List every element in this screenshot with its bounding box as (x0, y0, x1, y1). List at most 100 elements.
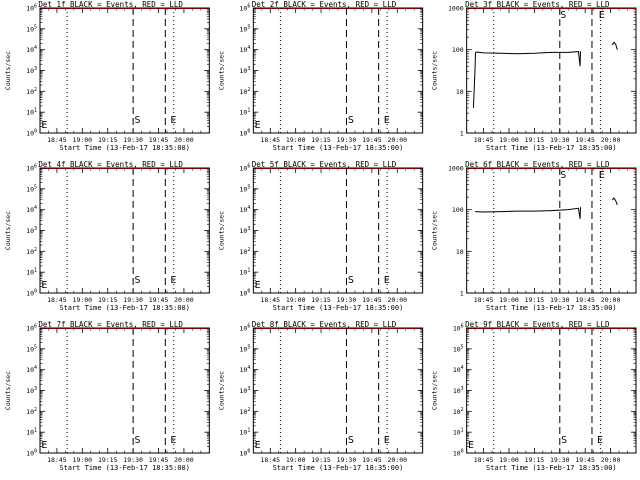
y-tick-label: 103 (239, 226, 250, 235)
x-tick-label: 20:00 (601, 136, 621, 144)
x-axis-label: Start Time (13-Feb-17 18:35:00) (59, 464, 190, 472)
x-tick-label: 19:45 (149, 296, 169, 304)
x-tick-label: 19:45 (362, 456, 382, 464)
y-axis-label: Counts/sec (431, 211, 439, 250)
plot-box (466, 167, 637, 294)
x-tick-label: 19:45 (362, 136, 382, 144)
x-tick-label: 18:45 (47, 136, 67, 144)
y-tick-label: 102 (26, 247, 37, 256)
x-tick-label: 20:00 (387, 456, 407, 464)
y-tick-label: 104 (453, 365, 464, 374)
x-tick-label: 20:00 (601, 296, 621, 304)
y-tick-label: 102 (453, 407, 464, 416)
y-tick-label: 101 (26, 268, 37, 277)
y-tick-label: 103 (26, 66, 37, 75)
y-tick-label: 10 (456, 248, 464, 256)
y-tick-label: 105 (26, 184, 37, 193)
y-tick-label: 101 (239, 428, 250, 437)
y-tick-label: 106 (26, 324, 37, 333)
x-tick-label: 19:15 (98, 456, 118, 464)
y-tick-label: 104 (26, 365, 37, 374)
marker-e2: E (170, 115, 176, 126)
y-tick-label: 105 (26, 24, 37, 33)
marker-e2: E (384, 275, 390, 286)
y-tick-label: 103 (26, 226, 37, 235)
x-tick-label: 19:30 (550, 456, 570, 464)
detector-panel-3: Det 3f BLACK = Events, RED = LLD 1 10 100 10… (431, 0, 637, 152)
x-tick-label: 19:30 (550, 296, 570, 304)
detector-panel-8: Det 8f BLACK = Events, RED = LLD 100 101 10… (217, 320, 424, 472)
x-tick-label: 19:15 (98, 136, 118, 144)
panel-title: Det 5f BLACK = Events, RED = LLD (252, 160, 397, 169)
marker-e1: E (255, 120, 261, 131)
y-tick-label: 104 (239, 45, 250, 54)
panel-title: Det 9f BLACK = Events, RED = LLD (465, 320, 610, 329)
x-tick-label: 19:15 (525, 296, 545, 304)
panel-title: Det 4f BLACK = Events, RED = LLD (38, 160, 183, 169)
events-series-segment (611, 41, 618, 50)
y-tick-label: 101 (239, 268, 250, 277)
x-tick-label: 19:30 (123, 296, 143, 304)
x-tick-label: 19:45 (362, 296, 382, 304)
x-tick-label: 19:00 (73, 136, 93, 144)
y-tick-label: 102 (239, 87, 250, 96)
x-tick-label: 19:15 (525, 136, 545, 144)
x-tick-label: 19:45 (149, 456, 169, 464)
y-tick-label: 104 (239, 365, 250, 374)
y-tick-label: 104 (26, 205, 37, 214)
x-tick-label: 19:30 (123, 136, 143, 144)
x-tick-label: 18:45 (474, 296, 494, 304)
detector-panel-5: Det 5f BLACK = Events, RED = LLD 100 101 10… (217, 160, 424, 312)
detector-panel-6: Det 6f BLACK = Events, RED = LLD 1 10 100 10… (431, 160, 637, 312)
y-tick-label: 100 (453, 449, 464, 458)
x-tick-label: 20:00 (174, 296, 194, 304)
y-tick-label: 100 (452, 46, 464, 54)
x-tick-label: 19:30 (337, 456, 357, 464)
y-tick-label: 100 (452, 206, 464, 214)
x-tick-label: 19:00 (286, 456, 306, 464)
y-tick-label: 101 (453, 428, 464, 437)
x-tick-label: 18:45 (47, 456, 67, 464)
y-tick-label: 101 (26, 108, 37, 117)
x-axis-label: Start Time (13-Feb-17 18:35:00) (59, 304, 190, 312)
x-axis-label: Start Time (13-Feb-17 18:35:00) (486, 304, 617, 312)
marker-e1: E (255, 280, 261, 291)
marker-e1: E (468, 440, 474, 451)
y-tick-label: 102 (26, 407, 37, 416)
x-tick-label: 19:00 (73, 296, 93, 304)
marker-s: S (134, 115, 140, 126)
y-tick-label: 105 (239, 184, 250, 193)
x-tick-label: 19:15 (311, 136, 331, 144)
y-axis-label: Counts/sec (217, 51, 225, 90)
x-tick-label: 19:45 (575, 296, 595, 304)
x-tick-label: 19:00 (286, 296, 306, 304)
y-tick-label: 105 (239, 24, 250, 33)
marker-e2: E (384, 115, 390, 126)
detector-panel-2: Det 2f BLACK = Events, RED = LLD 100 101 10… (217, 0, 424, 152)
y-tick-label: 105 (453, 344, 464, 353)
plot-box (252, 167, 424, 294)
x-tick-label: 19:00 (499, 296, 519, 304)
marker-e2: E (599, 10, 605, 21)
x-tick-label: 19:30 (123, 456, 143, 464)
y-axis-label: Counts/sec (217, 211, 225, 250)
y-tick-label: 103 (239, 66, 250, 75)
events-series-segment (472, 51, 581, 108)
marker-e1: E (255, 440, 261, 451)
y-tick-label: 106 (26, 164, 37, 173)
y-tick-label: 1000 (448, 5, 464, 13)
y-tick-label: 102 (239, 247, 250, 256)
y-tick-label: 101 (26, 428, 37, 437)
x-tick-label: 19:00 (499, 456, 519, 464)
x-tick-label: 18:45 (260, 296, 280, 304)
plot-box (39, 167, 210, 294)
x-tick-label: 18:45 (260, 136, 280, 144)
panel-title: Det 1f BLACK = Events, RED = LLD (38, 0, 183, 9)
y-axis-label: Counts/sec (4, 51, 12, 90)
marker-s: S (561, 435, 567, 446)
x-tick-label: 19:15 (311, 456, 331, 464)
marker-s: S (348, 435, 354, 446)
x-tick-label: 19:30 (337, 296, 357, 304)
x-tick-label: 19:45 (575, 136, 595, 144)
panel-title: Det 8f BLACK = Events, RED = LLD (252, 320, 397, 329)
